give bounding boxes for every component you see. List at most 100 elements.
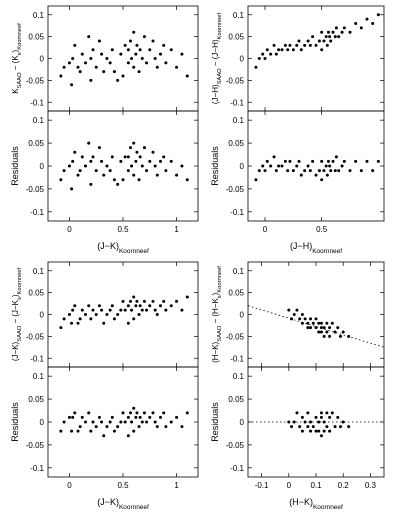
data-point	[76, 321, 80, 325]
data-point	[67, 164, 71, 168]
data-point	[359, 26, 363, 30]
data-point	[91, 308, 95, 312]
data-point	[162, 43, 166, 47]
data-point	[116, 313, 120, 316]
data-point	[80, 415, 84, 419]
data-point	[365, 159, 369, 163]
data-point	[153, 57, 157, 60]
data-point	[371, 169, 375, 173]
data-point	[159, 159, 162, 163]
plot-frame	[247, 5, 385, 112]
y-tick-label: 0.05	[228, 395, 244, 404]
data-point	[325, 425, 329, 429]
data-point	[105, 313, 109, 316]
data-point	[89, 159, 93, 163]
data-point	[286, 48, 290, 52]
data-point	[334, 26, 338, 30]
data-point	[306, 411, 310, 415]
data-point	[299, 173, 303, 177]
data-point	[123, 43, 127, 47]
y-tick-label: 0	[40, 162, 45, 171]
data-point	[148, 159, 152, 163]
jk-k-residual-panel: -0.1 -0.05 0 0.05 0.1 Residuals	[10, 110, 199, 222]
y-tick-label: 0	[40, 311, 45, 320]
data-point	[119, 420, 123, 424]
data-point	[347, 425, 351, 429]
data-point	[265, 159, 269, 163]
data-point	[126, 169, 130, 173]
data-point	[317, 429, 321, 433]
data-point	[328, 415, 332, 419]
data-point	[277, 164, 281, 168]
y-tick-label: 0	[240, 162, 245, 171]
data-point	[132, 173, 136, 177]
data-point	[94, 65, 98, 69]
y-tick-label: 0.05	[228, 139, 244, 148]
data-point	[164, 308, 168, 312]
data-point	[319, 321, 323, 325]
data-point	[314, 429, 318, 433]
y-tick-label: 0.1	[33, 267, 45, 276]
x-tick-label: 0.5	[117, 225, 129, 234]
data-point	[309, 429, 313, 433]
y-tick-label: 0	[240, 311, 245, 320]
data-point	[325, 411, 329, 415]
data-point	[137, 425, 141, 429]
data-point	[306, 39, 310, 43]
data-point	[112, 70, 116, 74]
data-point	[102, 434, 106, 438]
data-point	[148, 48, 152, 52]
data-point	[76, 429, 80, 433]
data-point	[116, 78, 120, 82]
data-point	[132, 317, 136, 321]
data-point	[105, 57, 109, 60]
x-tick-label: 1	[174, 225, 179, 234]
data-point	[84, 420, 87, 424]
data-point	[291, 48, 295, 52]
y-tick-label: -0.05	[26, 76, 45, 85]
data-point	[328, 35, 332, 39]
data-point	[129, 299, 132, 303]
residuals-axis-label: Residuals	[210, 402, 220, 442]
data-point	[319, 434, 323, 438]
data-point	[70, 83, 74, 87]
y-tick-label: 0.05	[228, 33, 244, 42]
x-tick-label: 0.2	[338, 481, 350, 490]
data-point	[67, 313, 71, 316]
data-point	[308, 169, 312, 173]
data-point	[317, 330, 321, 334]
data-point	[145, 61, 149, 65]
data-point	[326, 159, 330, 163]
data-point	[142, 299, 146, 303]
data-point	[87, 141, 91, 145]
data-point	[359, 169, 363, 173]
data-point	[112, 429, 116, 433]
data-point	[314, 415, 318, 419]
data-point	[132, 141, 136, 145]
y-tick-label: -0.05	[26, 332, 45, 341]
data-point	[322, 429, 326, 433]
y-tick-label: 0.1	[233, 372, 245, 381]
data-point	[317, 420, 321, 424]
data-point	[126, 48, 130, 52]
data-point	[169, 48, 173, 52]
plot-frame	[247, 261, 385, 368]
data-point	[175, 299, 179, 303]
data-point	[297, 39, 301, 43]
data-point	[309, 420, 313, 424]
data-point	[376, 159, 380, 163]
data-point	[306, 425, 310, 429]
data-point	[71, 415, 75, 419]
jk-k-upper-panel: -0.1 -0.05 0 0.05 0.1 KSAAO − (Ks)Koornneef	[11, 5, 199, 112]
data-point	[308, 43, 312, 47]
data-point	[336, 326, 340, 330]
data-point	[59, 74, 63, 78]
data-point	[73, 411, 77, 415]
data-point	[132, 295, 136, 299]
data-point	[73, 150, 77, 154]
data-point	[328, 164, 332, 168]
data-point	[119, 308, 123, 312]
data-point	[134, 52, 138, 56]
data-point	[277, 48, 281, 52]
data-point	[121, 74, 125, 78]
